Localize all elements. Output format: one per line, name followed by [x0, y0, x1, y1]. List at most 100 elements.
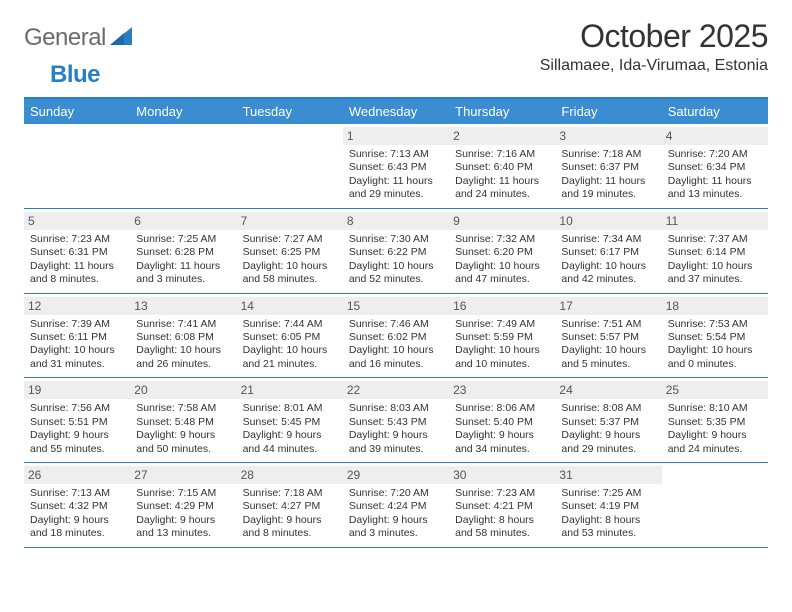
- day-number: 19: [24, 381, 130, 399]
- day-detail: Sunrise: 8:06 AMSunset: 5:40 PMDaylight:…: [455, 402, 549, 456]
- day-number: 11: [662, 212, 768, 230]
- day-cell: 11 Sunrise: 7:37 AMSunset: 6:14 PMDayligh…: [662, 209, 768, 293]
- week-row: 19 Sunrise: 7:56 AMSunset: 5:51 PMDayligh…: [24, 378, 768, 463]
- day-number: 13: [130, 297, 236, 315]
- weeks-container: 1 Sunrise: 7:13 AMSunset: 6:43 PMDaylight…: [24, 124, 768, 548]
- day-cell: [237, 124, 343, 208]
- day-number: 8: [343, 212, 449, 230]
- logo-text-blue: Blue: [50, 61, 100, 89]
- day-detail: Sunrise: 7:30 AMSunset: 6:22 PMDaylight:…: [349, 233, 443, 287]
- day-cell: 15 Sunrise: 7:46 AMSunset: 6:02 PMDayligh…: [343, 294, 449, 378]
- day-header-tue: Tuesday: [237, 99, 343, 124]
- day-detail: Sunrise: 7:37 AMSunset: 6:14 PMDaylight:…: [668, 233, 762, 287]
- day-number: 26: [24, 466, 130, 484]
- day-detail: Sunrise: 7:16 AMSunset: 6:40 PMDaylight:…: [455, 148, 549, 202]
- day-detail: Sunrise: 7:25 AMSunset: 6:28 PMDaylight:…: [136, 233, 230, 287]
- day-detail: Sunrise: 7:13 AMSunset: 6:43 PMDaylight:…: [349, 148, 443, 202]
- day-cell: [24, 124, 130, 208]
- day-cell: [130, 124, 236, 208]
- day-number: 4: [662, 127, 768, 145]
- month-title: October 2025: [540, 18, 768, 55]
- week-row: 12 Sunrise: 7:39 AMSunset: 6:11 PMDayligh…: [24, 294, 768, 379]
- day-number: 22: [343, 381, 449, 399]
- day-detail: Sunrise: 7:58 AMSunset: 5:48 PMDaylight:…: [136, 402, 230, 456]
- logo-triangle-icon: [110, 27, 132, 50]
- day-detail: Sunrise: 7:32 AMSunset: 6:20 PMDaylight:…: [455, 233, 549, 287]
- day-detail: Sunrise: 7:15 AMSunset: 4:29 PMDaylight:…: [136, 487, 230, 541]
- day-cell: 13 Sunrise: 7:41 AMSunset: 6:08 PMDayligh…: [130, 294, 236, 378]
- day-cell: 27 Sunrise: 7:15 AMSunset: 4:29 PMDayligh…: [130, 463, 236, 547]
- day-cell: 12 Sunrise: 7:39 AMSunset: 6:11 PMDayligh…: [24, 294, 130, 378]
- day-detail: Sunrise: 8:03 AMSunset: 5:43 PMDaylight:…: [349, 402, 443, 456]
- day-cell: [662, 463, 768, 547]
- title-block: October 2025 Sillamaee, Ida-Virumaa, Est…: [540, 18, 768, 75]
- day-cell: 20 Sunrise: 7:58 AMSunset: 5:48 PMDayligh…: [130, 378, 236, 462]
- day-number: 6: [130, 212, 236, 230]
- day-detail: Sunrise: 7:34 AMSunset: 6:17 PMDaylight:…: [561, 233, 655, 287]
- day-detail: Sunrise: 7:20 AMSunset: 6:34 PMDaylight:…: [668, 148, 762, 202]
- day-detail: Sunrise: 7:18 AMSunset: 4:27 PMDaylight:…: [243, 487, 337, 541]
- day-number: 12: [24, 297, 130, 315]
- day-number: 15: [343, 297, 449, 315]
- week-row: 26Sunrise: 7:13 AMSunset: 4:32 PMDayligh…: [24, 463, 768, 548]
- calendar-page: General October 2025 Sillamaee, Ida-Viru…: [0, 0, 792, 612]
- day-cell: 23 Sunrise: 8:06 AMSunset: 5:40 PMDayligh…: [449, 378, 555, 462]
- day-cell: 18 Sunrise: 7:53 AMSunset: 5:54 PMDayligh…: [662, 294, 768, 378]
- day-cell: 19 Sunrise: 7:56 AMSunset: 5:51 PMDayligh…: [24, 378, 130, 462]
- day-detail: Sunrise: 7:39 AMSunset: 6:11 PMDaylight:…: [30, 318, 124, 372]
- day-cell: 2 Sunrise: 7:16 AMSunset: 6:40 PMDaylight…: [449, 124, 555, 208]
- day-number: 9: [449, 212, 555, 230]
- day-cell: 17Sunrise: 7:51 AMSunset: 5:57 PMDayligh…: [555, 294, 661, 378]
- day-detail: Sunrise: 7:51 AMSunset: 5:57 PMDaylight:…: [561, 318, 655, 372]
- day-header-wed: Wednesday: [343, 99, 449, 124]
- day-detail: Sunrise: 7:41 AMSunset: 6:08 PMDaylight:…: [136, 318, 230, 372]
- day-cell: 6 Sunrise: 7:25 AMSunset: 6:28 PMDaylight…: [130, 209, 236, 293]
- day-cell: 1 Sunrise: 7:13 AMSunset: 6:43 PMDaylight…: [343, 124, 449, 208]
- day-number: 27: [130, 466, 236, 484]
- week-row: 5Sunrise: 7:23 AMSunset: 6:31 PMDaylight…: [24, 209, 768, 294]
- day-detail: Sunrise: 7:49 AMSunset: 5:59 PMDaylight:…: [455, 318, 549, 372]
- day-number: 10: [555, 212, 661, 230]
- day-header-mon: Monday: [130, 99, 236, 124]
- day-cell: 29 Sunrise: 7:20 AMSunset: 4:24 PMDayligh…: [343, 463, 449, 547]
- day-number: 24: [555, 381, 661, 399]
- day-detail: Sunrise: 7:56 AMSunset: 5:51 PMDaylight:…: [30, 402, 124, 456]
- day-number: 21: [237, 381, 343, 399]
- day-cell: 21Sunrise: 8:01 AMSunset: 5:45 PMDayligh…: [237, 378, 343, 462]
- day-header-sat: Saturday: [662, 99, 768, 124]
- day-cell: 31 Sunrise: 7:25 AMSunset: 4:19 PMDayligh…: [555, 463, 661, 547]
- day-number: 16: [449, 297, 555, 315]
- day-number: 2: [449, 127, 555, 145]
- day-cell: 9 Sunrise: 7:32 AMSunset: 6:20 PMDaylight…: [449, 209, 555, 293]
- location: Sillamaee, Ida-Virumaa, Estonia: [540, 57, 768, 75]
- day-detail: Sunrise: 7:25 AMSunset: 4:19 PMDaylight:…: [561, 487, 655, 541]
- day-number: 30: [449, 466, 555, 484]
- day-cell: 24 Sunrise: 8:08 AMSunset: 5:37 PMDayligh…: [555, 378, 661, 462]
- day-header-thu: Thursday: [449, 99, 555, 124]
- day-number: 25: [662, 381, 768, 399]
- day-detail: Sunrise: 8:10 AMSunset: 5:35 PMDaylight:…: [668, 402, 762, 456]
- day-number: 3: [555, 127, 661, 145]
- day-number: 31: [555, 466, 661, 484]
- day-cell: 3Sunrise: 7:18 AMSunset: 6:37 PMDaylight…: [555, 124, 661, 208]
- day-detail: Sunrise: 7:23 AMSunset: 6:31 PMDaylight:…: [30, 233, 124, 287]
- day-number: 23: [449, 381, 555, 399]
- logo: General: [24, 18, 134, 52]
- day-number: 7: [237, 212, 343, 230]
- day-detail: Sunrise: 7:20 AMSunset: 4:24 PMDaylight:…: [349, 487, 443, 541]
- day-detail: Sunrise: 7:44 AMSunset: 6:05 PMDaylight:…: [243, 318, 337, 372]
- day-number: 28: [237, 466, 343, 484]
- day-number: 29: [343, 466, 449, 484]
- day-cell: 14Sunrise: 7:44 AMSunset: 6:05 PMDayligh…: [237, 294, 343, 378]
- day-detail: Sunrise: 7:46 AMSunset: 6:02 PMDaylight:…: [349, 318, 443, 372]
- day-number: 18: [662, 297, 768, 315]
- day-cell: 30Sunrise: 7:23 AMSunset: 4:21 PMDayligh…: [449, 463, 555, 547]
- day-cell: 4 Sunrise: 7:20 AMSunset: 6:34 PMDaylight…: [662, 124, 768, 208]
- day-number: 1: [343, 127, 449, 145]
- day-cell: 8 Sunrise: 7:30 AMSunset: 6:22 PMDaylight…: [343, 209, 449, 293]
- logo-text-general: General: [24, 24, 106, 52]
- calendar: Sunday Monday Tuesday Wednesday Thursday…: [24, 97, 768, 548]
- day-number: 20: [130, 381, 236, 399]
- day-detail: Sunrise: 8:08 AMSunset: 5:37 PMDaylight:…: [561, 402, 655, 456]
- day-detail: Sunrise: 7:53 AMSunset: 5:54 PMDaylight:…: [668, 318, 762, 372]
